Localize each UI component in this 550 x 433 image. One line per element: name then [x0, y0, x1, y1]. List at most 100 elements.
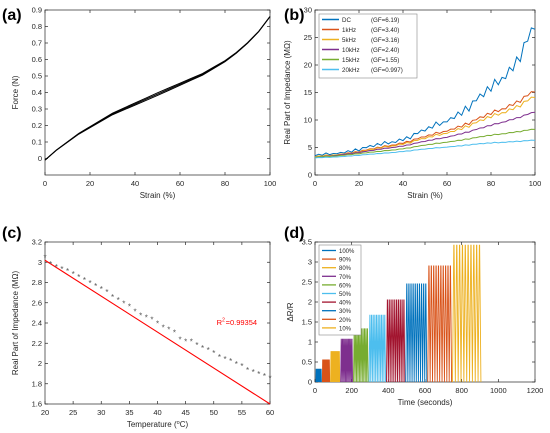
legend-label: DC: [342, 17, 351, 24]
x-tick-label: 30: [97, 408, 105, 417]
legend-label: 10%: [339, 326, 352, 332]
y-tick-label: 2.6: [32, 298, 42, 307]
series-line-15khz: [314, 128, 536, 158]
y-axis-label: Real Part of Impedance (MΩ): [11, 271, 20, 376]
data-point: *: [83, 276, 86, 285]
y-tick-label: 30: [304, 6, 312, 15]
x-axis-label: Strain (%): [407, 191, 443, 200]
data-point: *: [88, 279, 91, 288]
legend-label: 15kHz: [342, 57, 360, 64]
data-point: *: [263, 372, 266, 381]
cycle-series-20pct: [427, 265, 453, 383]
panel-label-b: (b): [284, 7, 304, 24]
data-point: *: [207, 346, 210, 355]
chart-c: 20 25 30 35 40 45 50 55 60 1.6 1.8 2 2.2 2.4 2.6 2.8 3 3.…: [11, 238, 274, 430]
r-squared-sup: 2: [222, 318, 225, 324]
data-point: *: [212, 349, 215, 358]
legend-label: 60%: [339, 283, 352, 289]
y-tick-label: 0.9: [32, 6, 42, 15]
legend-gf: (GF=3.16): [371, 37, 399, 44]
fit-line: [44, 259, 271, 405]
legend-box: [318, 13, 418, 79]
data-point: *: [72, 270, 75, 279]
data-point: *: [184, 338, 187, 347]
x-tick-label: 20: [355, 179, 363, 188]
data-point: *: [156, 320, 159, 329]
y-tick-label: 2.2: [32, 339, 42, 348]
cycle-series-30pct: [405, 283, 428, 383]
x-tick-label: 60: [443, 179, 451, 188]
data-point: *: [246, 366, 249, 375]
legend-label: 5kHz: [342, 37, 356, 44]
panel-label-c: (c): [2, 225, 22, 242]
y-tick-label: 0.5: [32, 72, 42, 81]
data-point: *: [133, 307, 136, 316]
cycle-series-10pct: [452, 244, 482, 383]
data-point: *: [173, 329, 176, 338]
x-tick-label: 20: [41, 408, 49, 417]
y-tick-label: 3.5: [302, 238, 312, 247]
legend-label: 40%: [339, 301, 352, 307]
data-point: *: [49, 260, 52, 269]
x-tick-label: 600: [419, 386, 432, 395]
legend-label: 100%: [339, 249, 355, 255]
legend-label: 50%: [339, 292, 352, 298]
y-tick-label: 5: [308, 143, 312, 152]
data-point: *: [240, 362, 243, 371]
data-point: *: [43, 254, 46, 263]
y-tick-label: 0.3: [32, 105, 42, 114]
legend-gf: (GF=2.40): [371, 47, 399, 54]
y-tick-label: 10: [304, 116, 312, 125]
cycle-series-50pct: [368, 314, 387, 383]
x-tick-label: 35: [125, 408, 133, 417]
panel-label-d: (d): [284, 225, 304, 242]
x-tick-label: 1000: [490, 386, 507, 395]
cycle-series-80pct: [330, 351, 341, 383]
y-tick-label: 1.8: [32, 379, 42, 388]
x-tick-label: 100: [264, 179, 277, 188]
chart-d: 0 200 400 600 800 1000 1200 0 0.5 1 1.5 2 2.5 3 3.5 100…: [286, 238, 543, 408]
legend-gf: (GF=0.997): [371, 67, 403, 74]
x-tick-label: 40: [153, 408, 161, 417]
x-tick-label: 100: [529, 179, 542, 188]
x-tick-label: 800: [455, 386, 468, 395]
r-squared-value: =0.99354: [226, 318, 258, 327]
y-tick-label: 0.5: [302, 358, 312, 367]
legend-box: [318, 244, 362, 336]
legend-label: 20kHz: [342, 67, 360, 74]
x-tick-label: 50: [210, 408, 218, 417]
chart-a: 0 20 40 60 80 100 0 0.1 0.2 0.3 0.4 0.5 0.6 0.7 0.8 0.9…: [11, 6, 276, 201]
data-point: *: [178, 336, 181, 345]
data-point: *: [218, 353, 221, 362]
x-tick-label: 400: [382, 386, 395, 395]
y-tick-label: 0: [38, 154, 42, 163]
y-tick-label: 0: [308, 378, 312, 387]
legend-gf: (GF=1.55): [371, 57, 399, 64]
y-tick-label: 0.6: [32, 55, 42, 64]
data-point: *: [105, 288, 108, 297]
data-point: *: [167, 326, 170, 335]
data-point: *: [111, 293, 114, 302]
x-tick-label: 40: [399, 179, 407, 188]
y-axis-label: ΔR/R: [286, 302, 295, 321]
x-axis-label: Strain (%): [140, 191, 176, 200]
x-tick-label: 1200: [527, 386, 544, 395]
x-axis-label-sup: o: [177, 420, 180, 426]
data-point: *: [223, 355, 226, 364]
y-tick-label: 0: [308, 171, 312, 180]
legend-label: 20%: [339, 318, 352, 324]
data-point: *: [77, 273, 80, 282]
y-axis-label: Real Part of Impedance (MΩ): [283, 40, 292, 145]
legend-label: 30%: [339, 309, 352, 315]
data-point: *: [100, 285, 103, 294]
y-tick-label: 3: [38, 258, 42, 267]
data-point: *: [122, 299, 125, 308]
y-tick-label: 3.2: [32, 238, 42, 247]
x-tick-label: 60: [176, 179, 184, 188]
cycle-series-70pct: [340, 338, 354, 383]
series-line-force: [44, 16, 271, 161]
y-tick-label: 1.6: [32, 400, 42, 409]
y-tick-label: 15: [304, 88, 312, 97]
x-axis-label: Temperature (oC): [127, 420, 189, 429]
